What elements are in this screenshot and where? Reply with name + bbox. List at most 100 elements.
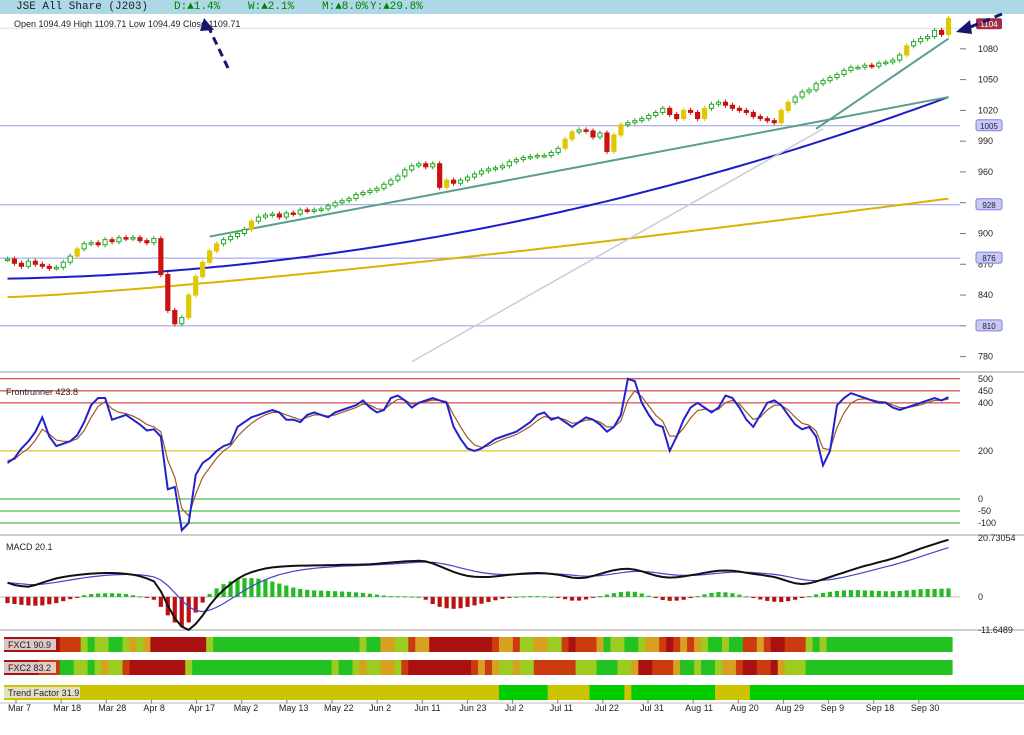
fxc2-cell — [324, 660, 333, 675]
candle — [151, 238, 157, 244]
candle — [729, 104, 736, 109]
y-tick-label: 840 — [978, 290, 993, 300]
fxc2-cell — [777, 660, 786, 675]
candle — [722, 101, 729, 106]
fxc1-cell — [596, 637, 605, 652]
fxc2-cell — [910, 660, 918, 675]
fxc2-cell — [331, 660, 340, 675]
fxc1-cell — [652, 637, 660, 652]
trendline-green-steep — [815, 37, 950, 130]
candle — [207, 250, 213, 263]
macd-histogram-bar — [597, 596, 603, 598]
candle — [172, 309, 178, 325]
fxc2-cell — [533, 660, 542, 675]
level-badge — [975, 251, 1003, 264]
candle — [597, 132, 603, 138]
candle — [792, 96, 798, 103]
candle — [304, 209, 310, 212]
fxc1-cell — [875, 637, 883, 652]
fxc1-cell — [708, 637, 716, 652]
fxc1-cell — [575, 637, 584, 652]
macd-histogram-bar — [862, 590, 867, 597]
candle — [18, 262, 25, 267]
macd-histogram-bar — [535, 596, 540, 598]
fxc2-cell — [687, 660, 695, 675]
fxc2-cell — [666, 660, 674, 675]
fxc1-cell — [868, 637, 876, 652]
macd-histogram-bar — [270, 581, 275, 597]
fxc1-cell — [784, 637, 793, 652]
fxc1-cell — [254, 637, 263, 652]
candle — [290, 212, 296, 215]
candle — [144, 240, 150, 244]
candle — [653, 111, 659, 117]
macd-tick-label: 0 — [978, 592, 983, 602]
macd-histogram-bar — [291, 587, 296, 597]
candle — [360, 191, 366, 196]
macd-histogram-bar — [144, 596, 149, 598]
fxc2-cell — [680, 660, 688, 675]
fxc2-cell — [359, 660, 368, 675]
trend-factor-segment — [715, 685, 751, 700]
fxc1-cell — [94, 637, 103, 652]
fxc1-cell — [213, 637, 221, 652]
fxc1-cell — [171, 637, 179, 652]
candle — [625, 122, 631, 126]
x-tick-label: Apr 17 — [189, 703, 216, 713]
fxc1-cell — [721, 637, 730, 652]
macd-histogram-bar — [813, 594, 819, 597]
macd-histogram-bar — [82, 595, 87, 597]
candle — [715, 101, 722, 105]
x-tick-label: May 13 — [279, 703, 309, 713]
fxc2-cell — [847, 660, 856, 675]
fxc2-cell — [282, 660, 291, 675]
candle — [667, 107, 673, 115]
frontrunner-slow-line — [7, 389, 949, 517]
candle — [248, 220, 255, 230]
candle — [395, 175, 401, 181]
macd-histogram-bar — [667, 596, 672, 601]
candle — [855, 66, 861, 70]
candle — [681, 109, 687, 120]
fxc1-cell — [526, 637, 535, 652]
fxc1-label: FXC1 90.9 — [8, 640, 51, 650]
candle — [646, 115, 652, 120]
fxc2-cell — [701, 660, 709, 675]
macd-histogram-bar — [200, 596, 205, 603]
fxc2-cell — [715, 660, 723, 675]
macd-histogram-bar — [807, 596, 812, 598]
candle — [541, 155, 547, 158]
fxc2-cell — [101, 660, 110, 675]
candle — [234, 232, 241, 238]
candle — [925, 36, 931, 40]
fxc2-cell — [721, 660, 730, 675]
macd-histogram-bar — [576, 596, 582, 601]
macd-histogram-bar — [521, 596, 526, 598]
fxc1-label-bg — [4, 639, 56, 650]
fxc1-cell — [756, 637, 765, 652]
macd-histogram-bar — [786, 596, 791, 602]
annotation-arrow — [967, 12, 1003, 30]
fxc1-cell — [52, 637, 61, 652]
fxc2-cell — [484, 660, 493, 675]
candle — [318, 208, 324, 211]
fxc1-cell — [185, 637, 193, 652]
candle — [46, 265, 52, 269]
fxc2-cell — [122, 660, 131, 675]
x-tick-label: Sep 30 — [911, 703, 940, 713]
fxc2-cell — [192, 660, 200, 675]
macd-histogram-bar — [751, 596, 756, 599]
x-tick-label: May 2 — [234, 703, 259, 713]
macd-histogram-bar — [249, 578, 254, 597]
frontrunner-tick-label: -100 — [978, 518, 996, 528]
macd-histogram-bar — [444, 596, 449, 609]
x-tick-label: Jun 23 — [459, 703, 486, 713]
fxc2-cell — [791, 660, 800, 675]
fxc2-cell — [289, 660, 298, 675]
candle — [632, 120, 638, 124]
fxc1-cell — [317, 637, 326, 652]
x-tick-label: Aug 20 — [730, 703, 759, 713]
candle — [388, 179, 394, 185]
candle — [67, 255, 73, 263]
